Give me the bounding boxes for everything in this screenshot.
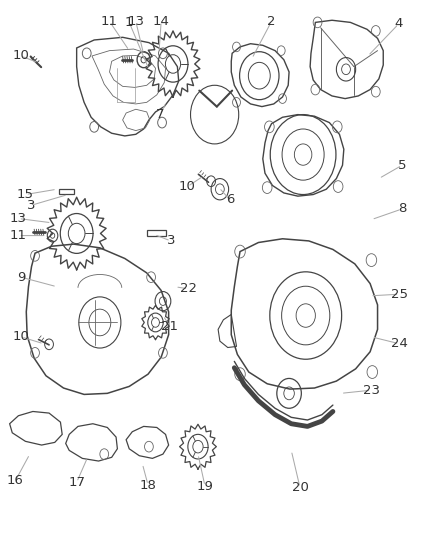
Text: 15: 15 [17, 188, 34, 201]
Text: 21: 21 [162, 320, 178, 333]
Text: 13: 13 [10, 212, 27, 225]
Text: 3: 3 [166, 235, 175, 247]
Text: 8: 8 [398, 203, 406, 215]
Text: 7: 7 [155, 108, 164, 121]
Text: 17: 17 [68, 476, 85, 489]
Text: 24: 24 [391, 337, 408, 350]
Text: 1: 1 [125, 16, 134, 29]
Text: 2: 2 [267, 15, 276, 28]
Text: 18: 18 [140, 479, 156, 491]
Text: 3: 3 [27, 199, 36, 212]
Text: 11: 11 [10, 229, 27, 242]
Text: 5: 5 [398, 159, 406, 172]
Text: 4: 4 [394, 18, 403, 30]
Text: 25: 25 [391, 288, 408, 301]
Text: 14: 14 [153, 15, 170, 28]
Text: 9: 9 [17, 271, 25, 284]
Text: 16: 16 [7, 474, 24, 487]
Text: 10: 10 [13, 50, 29, 62]
Text: 23: 23 [363, 384, 380, 397]
Text: 20: 20 [292, 481, 308, 494]
Text: 22: 22 [180, 282, 197, 295]
Text: 6: 6 [226, 193, 234, 206]
Text: 10: 10 [13, 330, 29, 343]
Text: 11: 11 [101, 15, 118, 28]
Text: 10: 10 [179, 180, 196, 193]
Text: 13: 13 [127, 15, 144, 28]
Text: 19: 19 [197, 480, 213, 492]
